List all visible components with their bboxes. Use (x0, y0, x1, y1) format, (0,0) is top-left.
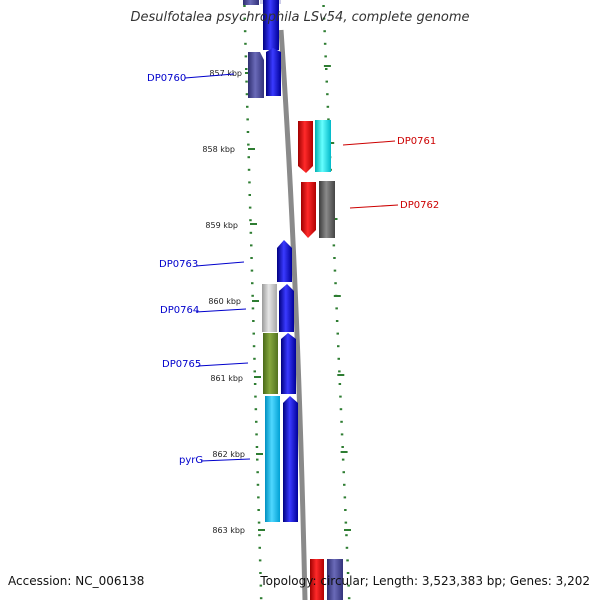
scale-label-862: 862 kbp (212, 450, 245, 459)
leader-line-DP0764 (195, 308, 247, 313)
gene-label-DP0765[interactable]: DP0765 (162, 359, 201, 370)
gene-DP0762[interactable] (301, 181, 335, 238)
leader-line-DP0760 (184, 73, 235, 79)
leader-line-DP0761 (342, 140, 396, 146)
gene-label-DP0760[interactable]: DP0760 (147, 73, 186, 84)
scale-label-860: 860 kbp (208, 297, 241, 306)
leader-line-DP0763 (195, 261, 245, 267)
scale-tick-857: 857 kbp (209, 69, 252, 78)
scale-label-858: 858 kbp (202, 145, 235, 154)
gene-label-DP0761[interactable]: DP0761 (397, 136, 436, 147)
scale-label-857: 857 kbp (209, 69, 242, 78)
gene-block-top-forward[interactable] (243, 0, 281, 50)
leader-line-DP0765 (197, 362, 249, 367)
gene-label-DP0763[interactable]: DP0763 (159, 259, 198, 270)
page-title: Desulfotalea psychrophila LSv54, complet… (130, 10, 470, 25)
gene-pyrG[interactable] (265, 396, 298, 522)
scale-tick-863: 863 kbp (212, 526, 265, 535)
gene-DP0765[interactable] (263, 333, 296, 394)
scale-tick-860: 860 kbp (208, 297, 259, 306)
gene-label-DP0762[interactable]: DP0762 (400, 200, 439, 211)
gene-DP0763[interactable] (277, 240, 292, 282)
leader-line-DP0762 (349, 204, 399, 209)
genome-backbone (278, 29, 308, 600)
gene-block-bottom-reverse[interactable] (310, 559, 343, 600)
gene-DP0760[interactable] (248, 48, 281, 98)
scale-tick-858: 858 kbp (202, 145, 255, 154)
accession-text: Accession: NC_006138 (8, 574, 145, 588)
leader-line-pyrG (200, 458, 251, 462)
gene-label-pyrG[interactable]: pyrG (179, 455, 203, 466)
scale-label-859: 859 kbp (205, 221, 238, 230)
scale-tick-859: 859 kbp (205, 221, 257, 230)
scale-tick-862: 862 kbp (212, 450, 263, 459)
genome-summary-text: Topology: circular; Length: 3,523,383 bp… (260, 574, 590, 588)
gene-DP0764[interactable] (262, 284, 294, 332)
gene-label-DP0764[interactable]: DP0764 (160, 305, 199, 316)
scale-label-863: 863 kbp (212, 526, 245, 535)
scale-label-861: 861 kbp (210, 374, 243, 383)
gene-DP0761[interactable] (298, 120, 331, 173)
scale-tick-861: 861 kbp (210, 374, 261, 383)
